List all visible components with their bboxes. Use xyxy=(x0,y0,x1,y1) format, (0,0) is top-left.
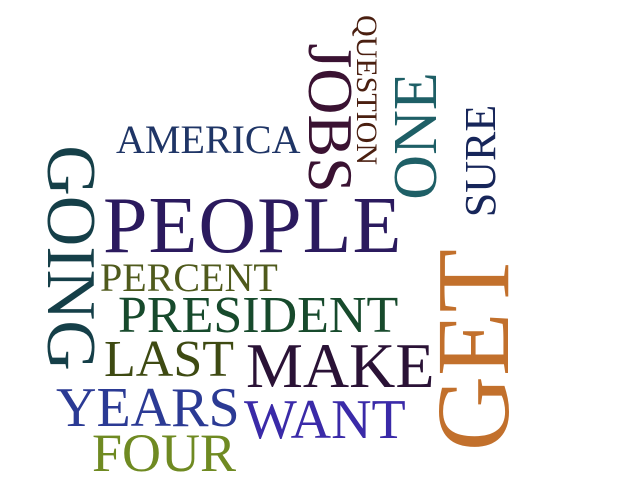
word-president: PRESIDENT xyxy=(118,287,399,344)
word-make: MAKE xyxy=(246,330,435,401)
word-last: LAST xyxy=(104,331,234,388)
word-four: FOUR xyxy=(92,423,237,483)
word-one: ONE xyxy=(382,72,450,200)
word-sure: SURE xyxy=(456,104,505,218)
word-want: WANT xyxy=(244,389,406,451)
word-percent: PERCENT xyxy=(100,255,278,300)
word-years: YEARS xyxy=(56,377,240,439)
word-people: PEOPLE xyxy=(103,182,403,270)
word-get: GET xyxy=(416,248,531,452)
word-america: AMERICA xyxy=(116,117,301,162)
word-question: QUESTION xyxy=(350,15,383,165)
word-going: GOING xyxy=(32,145,109,371)
